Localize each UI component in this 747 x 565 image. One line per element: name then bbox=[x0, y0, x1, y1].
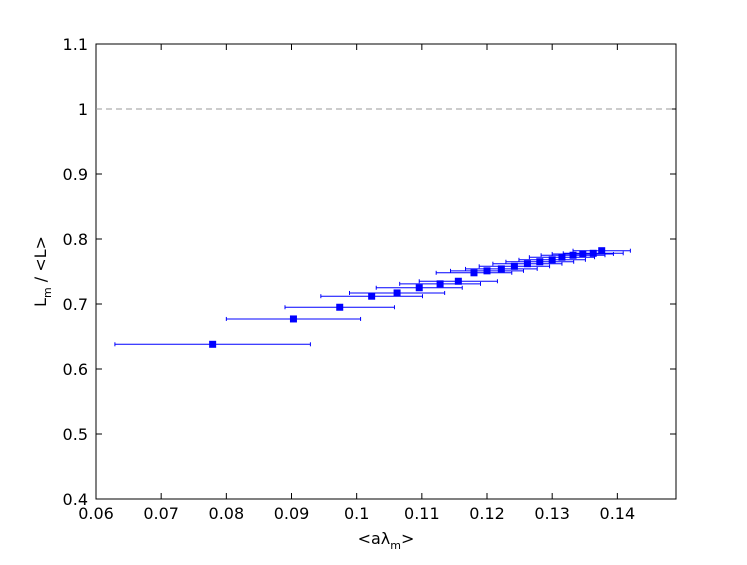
point bbox=[497, 265, 505, 273]
y-tick-label: 1 bbox=[78, 100, 88, 119]
y-tick-label: 0.5 bbox=[63, 425, 88, 444]
point bbox=[393, 289, 401, 297]
y-tick-label: 0.7 bbox=[63, 295, 88, 314]
x-tick-label: 0.06 bbox=[78, 504, 114, 523]
y-axis-label-part: / <L> bbox=[31, 236, 50, 287]
point bbox=[470, 269, 478, 277]
x-axis-label-part: m bbox=[390, 539, 401, 552]
y-axis-label-part: L bbox=[31, 298, 50, 307]
point bbox=[415, 284, 423, 292]
point bbox=[436, 280, 444, 288]
x-axis-label-part: > bbox=[401, 529, 414, 548]
x-tick-label: 0.09 bbox=[274, 504, 310, 523]
point bbox=[548, 256, 556, 264]
point bbox=[558, 253, 566, 261]
y-tick-label: 0.9 bbox=[63, 165, 88, 184]
point bbox=[483, 267, 491, 275]
point bbox=[289, 315, 297, 323]
x-tick-label: 0.07 bbox=[143, 504, 179, 523]
y-axis-label-part: m bbox=[41, 287, 54, 298]
y-axis-label: Lm / <L> bbox=[31, 236, 54, 307]
x-tick-label: 0.12 bbox=[469, 504, 505, 523]
x-tick-label: 0.13 bbox=[534, 504, 570, 523]
point bbox=[536, 258, 544, 266]
y-tick-label: 0.4 bbox=[63, 490, 88, 509]
point bbox=[510, 262, 518, 270]
point bbox=[579, 250, 587, 258]
point bbox=[454, 277, 462, 285]
point bbox=[569, 251, 577, 259]
x-axis-label: <aλm> bbox=[358, 529, 415, 552]
point bbox=[523, 260, 531, 268]
y-tick-label: 1.1 bbox=[63, 35, 88, 54]
x-tick-label: 0.14 bbox=[600, 504, 636, 523]
y-tick-label: 0.8 bbox=[63, 230, 88, 249]
x-axis-label-part: <aλ bbox=[358, 529, 391, 548]
x-tick-label: 0.11 bbox=[404, 504, 440, 523]
plot-frame bbox=[95, 43, 677, 500]
x-tick-label: 0.08 bbox=[209, 504, 245, 523]
point bbox=[368, 292, 376, 300]
y-tick-label: 0.6 bbox=[63, 360, 88, 379]
point bbox=[209, 340, 217, 348]
x-tick-label: 0.1 bbox=[344, 504, 369, 523]
point bbox=[589, 249, 597, 257]
point bbox=[336, 303, 344, 311]
point bbox=[598, 247, 606, 255]
